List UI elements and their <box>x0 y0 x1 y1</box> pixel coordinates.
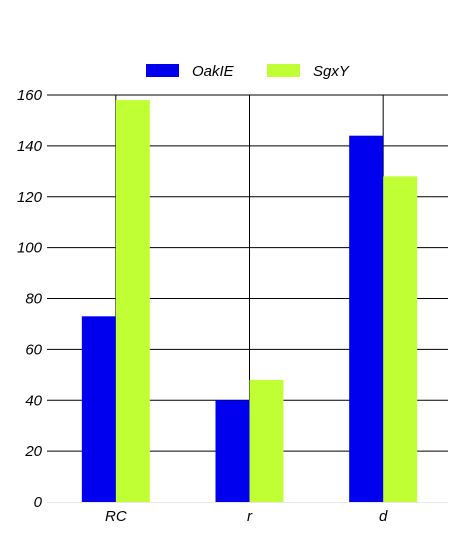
y-tick-label: 20 <box>24 443 42 460</box>
y-tick-label: 80 <box>25 291 42 308</box>
y-tick-label: 60 <box>25 341 42 358</box>
y-tick-label: 100 <box>17 240 43 257</box>
y-tick-labels: 0 20 40 60 80 100 120 140 160 <box>17 87 43 511</box>
y-tick-label: 0 <box>34 494 43 511</box>
x-tick-label: d <box>379 508 388 525</box>
bar-SgxY-d <box>383 176 418 502</box>
bar-OakIE-RC <box>81 316 116 502</box>
bar-OakIE-d <box>349 135 384 502</box>
bar-OakIE-r <box>215 400 250 502</box>
y-tick-label: 40 <box>25 392 42 409</box>
y-tick-label: 120 <box>17 189 43 206</box>
bar-SgxY-r <box>249 379 284 502</box>
y-tick-label: 140 <box>17 138 43 155</box>
y-tick-label: 160 <box>17 87 43 104</box>
legend-label: OakIE <box>192 63 235 80</box>
legend-label: SgxY <box>313 63 350 80</box>
x-tick-labels: RC r d <box>105 508 388 525</box>
legend: OakIE SgxY <box>146 63 350 80</box>
legend-swatch-OakIE <box>146 64 179 77</box>
bar-SgxY-RC <box>115 100 150 503</box>
legend-swatch-SgxY <box>267 64 300 77</box>
x-tick-label: r <box>247 508 253 525</box>
bars <box>81 100 418 503</box>
x-tick-label: RC <box>105 508 127 525</box>
